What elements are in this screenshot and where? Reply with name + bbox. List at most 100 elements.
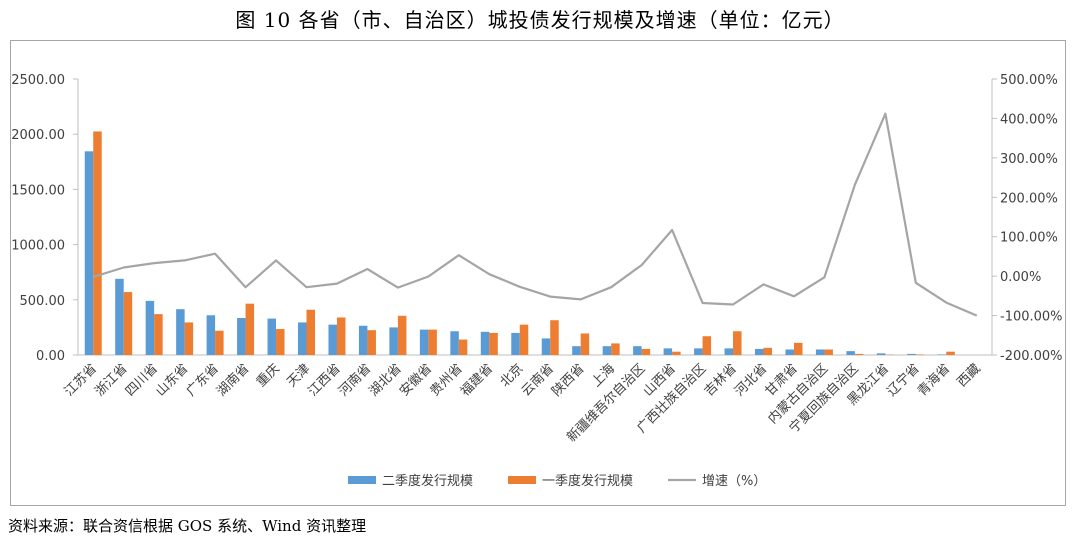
bar-q2 <box>907 353 916 355</box>
category-label: 湖南省 <box>213 361 252 400</box>
bar-q2 <box>724 348 734 355</box>
bar-q2 <box>84 151 94 355</box>
category-label: 四川省 <box>123 361 161 399</box>
bar-q1 <box>854 353 864 355</box>
bar-q2 <box>480 331 490 355</box>
category-label: 贵州省 <box>427 361 465 399</box>
source-note: 资料来源：联合资信根据 GOS 系统、Wind 资讯整理 <box>8 517 367 535</box>
bar-q2 <box>541 338 551 355</box>
category-label: 吉林省 <box>702 361 740 399</box>
bar-q2 <box>115 278 124 355</box>
category-label: 河南省 <box>335 361 374 400</box>
bar-q1 <box>489 332 498 355</box>
category-label: 安徽省 <box>397 361 435 399</box>
chart-title: 图 10 各省（市、自治区）城投债发行规模及增速（单位：亿元） <box>235 8 845 32</box>
left-tick-label: 1500.00 <box>11 183 65 198</box>
bar-q2 <box>450 331 459 355</box>
category-label: 浙江省 <box>92 361 130 399</box>
bar-q1 <box>93 131 102 355</box>
category-label: 重庆 <box>253 361 283 391</box>
category-label: 西藏 <box>955 361 984 390</box>
bar-q1 <box>245 303 255 355</box>
bar-q1 <box>733 331 742 355</box>
category-label: 福建省 <box>458 361 496 399</box>
category-label: 陕西省 <box>549 361 587 399</box>
category-label: 青海省 <box>915 361 953 399</box>
left-tick-label: 0.00 <box>36 349 65 364</box>
bar-q1 <box>672 351 681 355</box>
left-tick-label: 500.00 <box>20 294 66 309</box>
category-label: 江苏省 <box>61 361 100 400</box>
bar-q1 <box>641 348 651 355</box>
left-tick-label: 1000.00 <box>11 239 65 254</box>
right-tick-label: -200.00% <box>1000 349 1063 364</box>
bar-q1 <box>154 314 163 355</box>
category-label: 云南省 <box>518 361 557 400</box>
bar-q1 <box>397 315 407 355</box>
bar-q2 <box>419 329 429 355</box>
chart-frame <box>10 40 1066 506</box>
left-tick-label: 2500.00 <box>11 73 65 88</box>
bar-q2 <box>511 332 520 355</box>
bar-q1 <box>824 349 833 355</box>
right-tick-label: 400.00% <box>1000 112 1058 127</box>
bar-q2 <box>176 309 185 355</box>
category-label: 广东省 <box>184 361 222 399</box>
legend-swatch-q1 <box>508 476 536 484</box>
bar-q1 <box>336 317 346 355</box>
growth-line <box>92 112 978 317</box>
bar-q2 <box>358 325 368 355</box>
bar-q2 <box>785 349 794 355</box>
right-tick-label: 500.00% <box>1000 73 1058 88</box>
bar-q1 <box>276 329 285 355</box>
bar-q2 <box>663 348 673 355</box>
bar-q2 <box>328 324 337 355</box>
bar-q1 <box>367 330 376 355</box>
bar-q2 <box>602 346 612 355</box>
bar-q2 <box>267 318 277 355</box>
legend-label-q2: 二季度发行规模 <box>382 473 473 489</box>
bar-q2 <box>389 327 398 355</box>
bar-q2 <box>298 322 307 355</box>
right-tick-label: 100.00% <box>1000 231 1058 246</box>
bar-q1 <box>123 292 133 355</box>
bar-q1 <box>550 320 559 355</box>
bar-q1 <box>215 330 224 355</box>
category-label: 辽宁省 <box>884 361 923 400</box>
bar-q2 <box>633 346 642 355</box>
bar-q1 <box>184 322 194 355</box>
bar-q1 <box>428 329 437 355</box>
bar-q2 <box>755 348 764 355</box>
bar-q2 <box>694 348 703 355</box>
bar-q1 <box>519 324 529 355</box>
bar-q2 <box>206 315 216 355</box>
bar-q2 <box>237 318 246 355</box>
bar-q2 <box>876 353 886 355</box>
bar-q1 <box>611 343 620 355</box>
bar-q2 <box>846 351 855 355</box>
bar-q1 <box>458 339 468 355</box>
right-tick-label: 300.00% <box>1000 152 1058 167</box>
right-tick-label: -100.00% <box>1000 310 1063 325</box>
legend-label-q1: 一季度发行规模 <box>542 473 633 489</box>
bar-q1 <box>946 351 955 355</box>
bar-q1 <box>763 347 772 355</box>
category-label: 山东省 <box>153 361 191 399</box>
right-tick-label: 0.00% <box>1000 270 1041 285</box>
legend-swatch-q2 <box>348 476 376 484</box>
bar-q2 <box>937 354 947 355</box>
right-tick-label: 200.00% <box>1000 191 1058 206</box>
bar-q1 <box>793 342 803 355</box>
bar-q1 <box>306 309 315 355</box>
bar-q2 <box>815 349 825 355</box>
bar-q2 <box>145 300 155 355</box>
left-tick-label: 2000.00 <box>11 128 65 143</box>
bar-q1 <box>580 333 590 355</box>
category-label: 湖北省 <box>367 361 405 399</box>
bar-q1 <box>915 354 925 355</box>
bar-q1 <box>702 336 712 355</box>
legend-label-growth: 增速（%） <box>702 474 766 489</box>
category-label: 江西省 <box>306 361 344 399</box>
category-label: 河北省 <box>732 361 770 399</box>
